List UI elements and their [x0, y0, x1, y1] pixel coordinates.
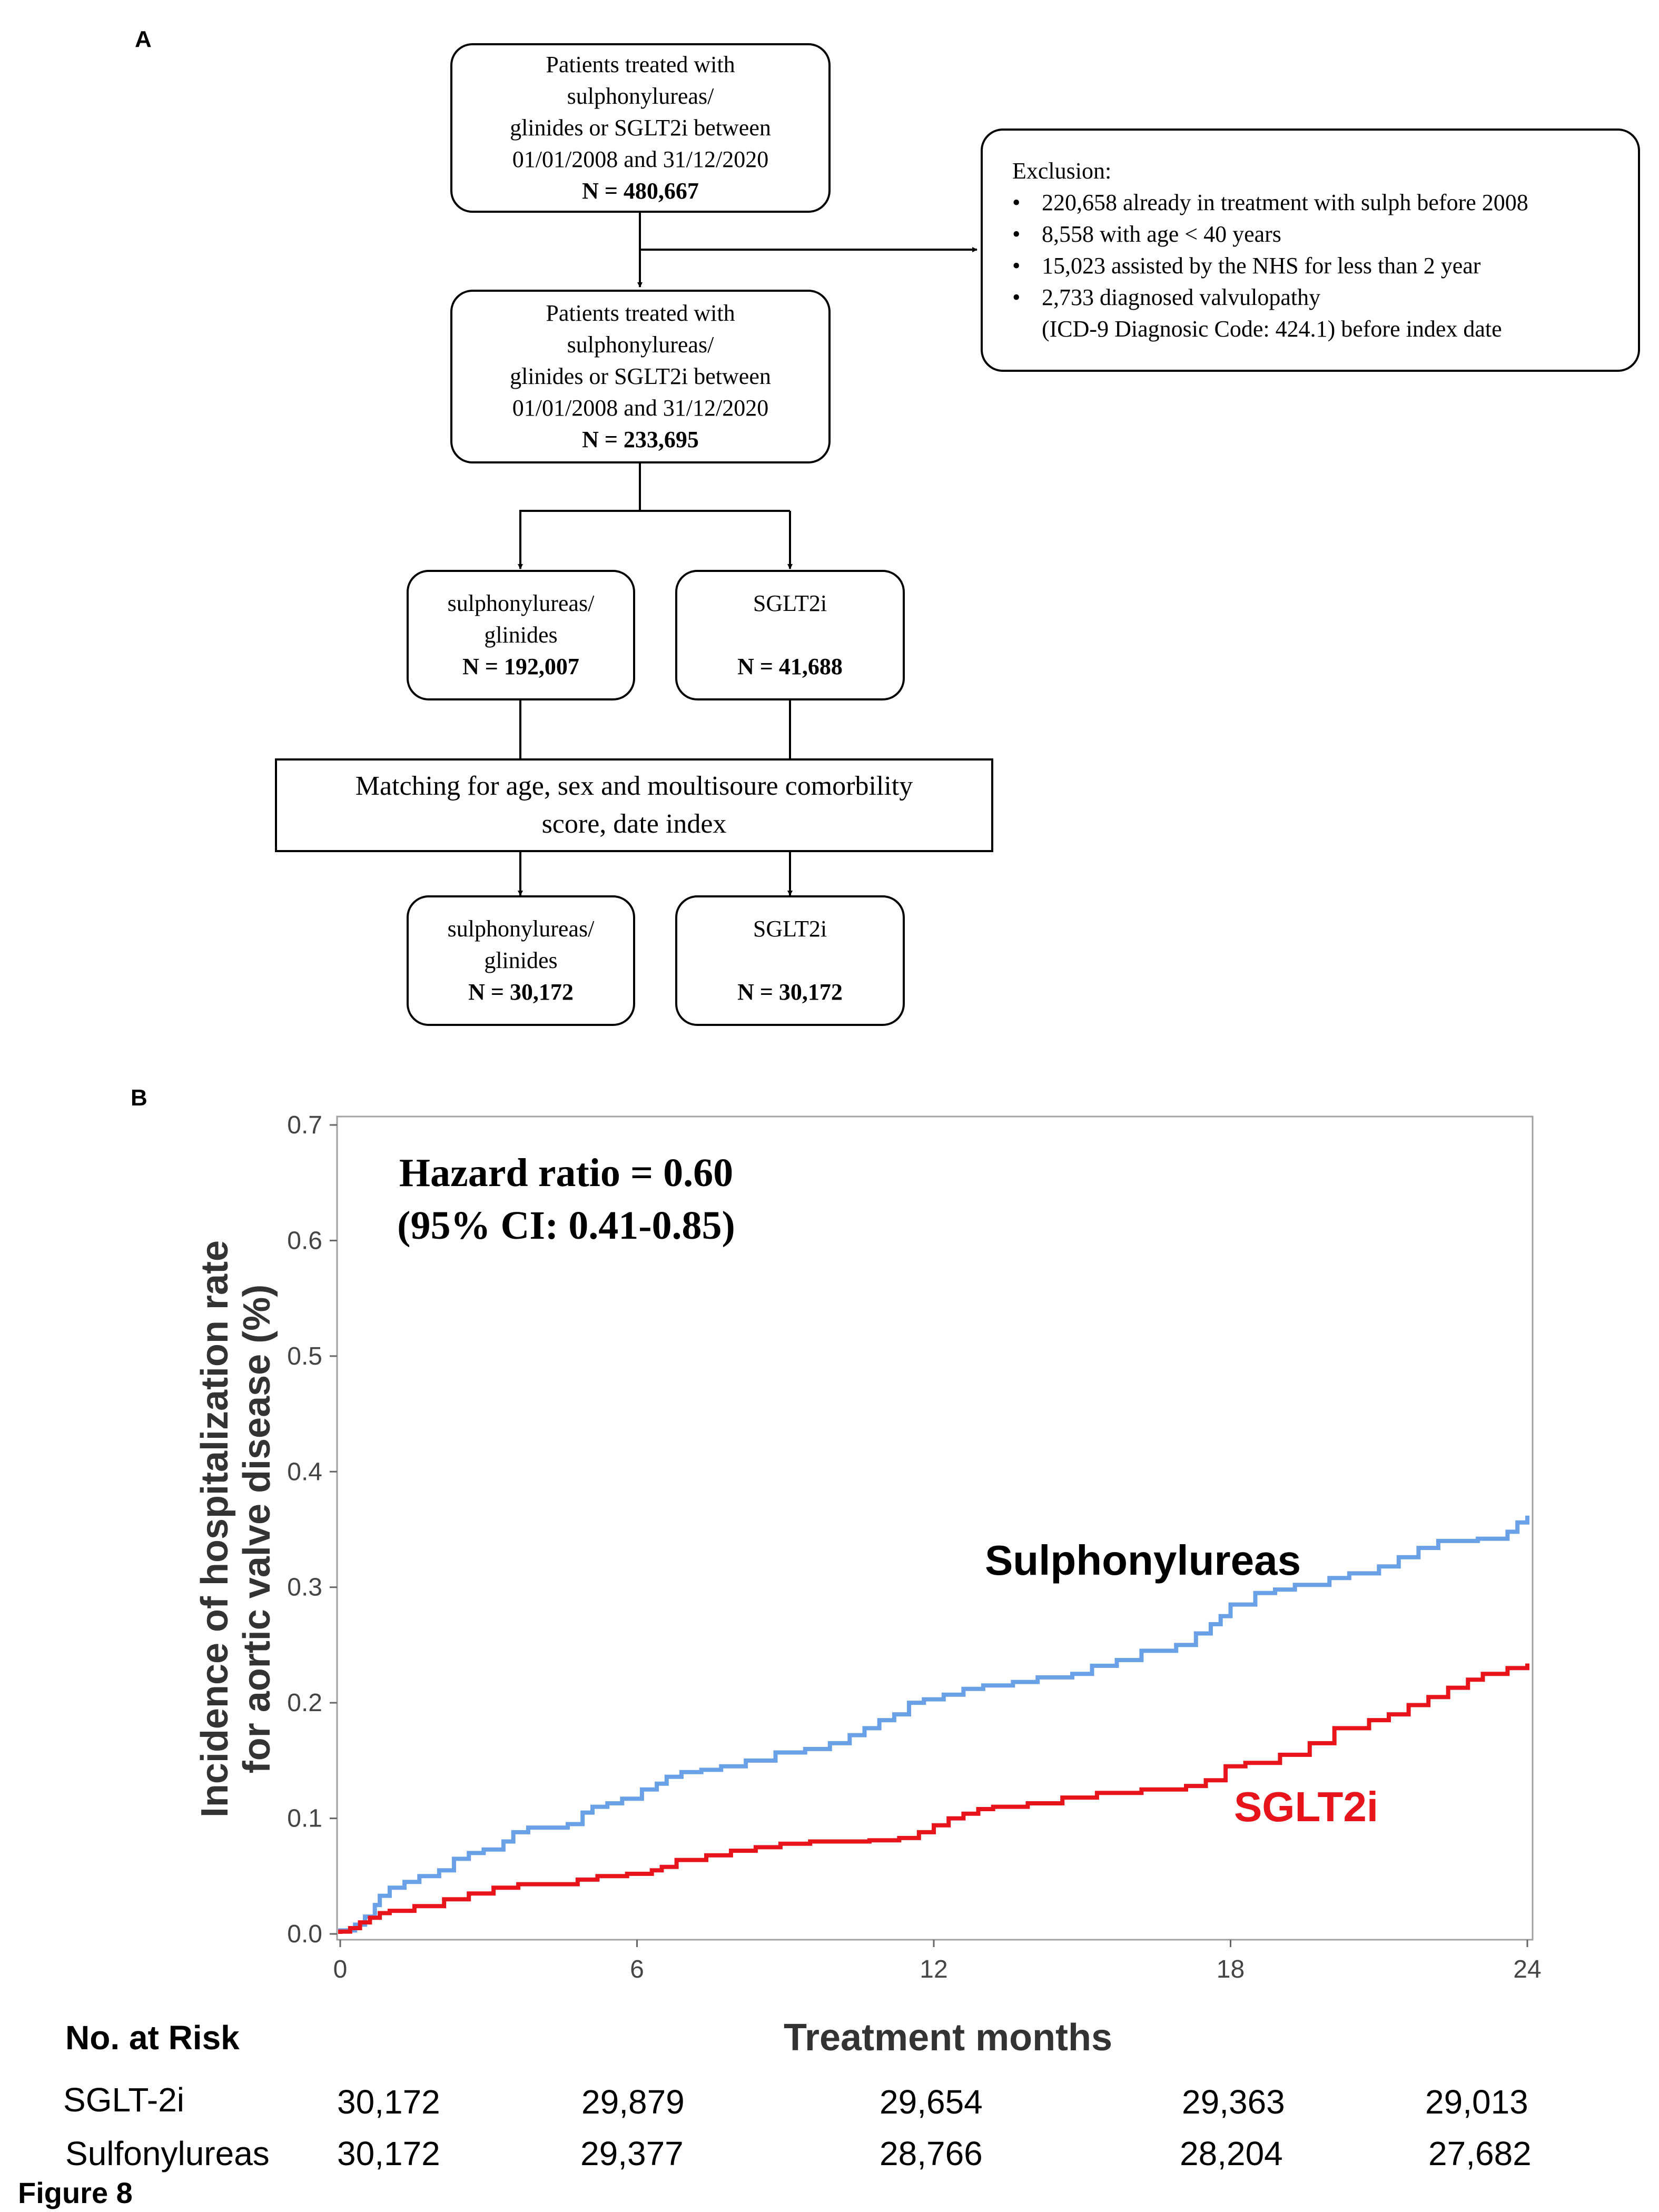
exclusion-item: 15,023 assisted by the NHS for less than…: [1012, 250, 1638, 282]
x-tick-label: 24: [1513, 1956, 1541, 1983]
matched-sulph-line-1: sulphonylureas/: [447, 916, 595, 942]
exclusion-item: 220,658 already in treatment with sulph …: [1012, 187, 1638, 219]
flowchart-connectors: [518, 212, 977, 896]
y-tick-label: 0.7: [287, 1111, 322, 1139]
series-line-sglt2i: [338, 1663, 1529, 1934]
series-label-sulphonylureas: Sulphonylureas: [985, 1537, 1301, 1584]
box-group-sglt2: SGLT2i N = 41,688: [675, 570, 905, 700]
group-sglt2-n: N = 41,688: [737, 654, 843, 679]
matching-line-2: score, date index: [541, 809, 727, 839]
box-initial-n: N = 480,667: [582, 178, 699, 204]
risk-value: 28,766: [880, 2135, 983, 2172]
series-label-sglt2i: SGLT2i: [1234, 1783, 1378, 1830]
y-tick-label: 0.3: [287, 1574, 322, 1602]
group-sulph-n: N = 192,007: [462, 654, 579, 679]
hazard-ratio-annotation: Hazard ratio = 0.60: [399, 1151, 733, 1195]
box-matched-sglt2: SGLT2i N = 30,172: [675, 895, 905, 1026]
risk-table-title: No. at Risk: [65, 2019, 240, 2057]
x-tick-label: 18: [1217, 1956, 1245, 1983]
box-eligible-n: N = 233,695: [582, 427, 699, 452]
y-axis-label-line-2: for aortic valve disease (%): [236, 1285, 278, 1773]
box-eligible-line-1: Patients treated with: [546, 300, 735, 326]
box-initial-cohort: Patients treated with sulphonylureas/ gl…: [450, 43, 831, 213]
y-tick-label: 0.1: [287, 1805, 322, 1833]
ci-annotation: (95% CI: 0.41-0.85): [397, 1203, 735, 1248]
box-group-sulph: sulphonylureas/ glinides N = 192,007: [407, 570, 635, 700]
box-matched-sulph: sulphonylureas/ glinides N = 30,172: [407, 895, 635, 1026]
exclusion-title: Exclusion:: [1012, 158, 1112, 184]
y-tick-label: 0.5: [287, 1342, 322, 1370]
box-eligible-cohort: Patients treated with sulphonylureas/ gl…: [450, 290, 831, 463]
box-initial-line-1: Patients treated with: [546, 52, 735, 77]
y-tick-label: 0.0: [287, 1920, 322, 1948]
exclusion-item: 8,558 with age < 40 years: [1012, 219, 1638, 250]
y-tick-label: 0.2: [287, 1689, 322, 1717]
box-initial-line-4: 01/01/2008 and 31/12/2020: [512, 146, 769, 172]
km-chart: 0.0 0.1 0.2 0.3 0.4 0.5 0.6 0.7 0 6 12 18 24 Incide…: [194, 1111, 1542, 2054]
box-eligible-line-3: glinides or SGLT2i between: [510, 363, 771, 389]
y-tick-label: 0.4: [287, 1458, 322, 1486]
risk-value: 29,013: [1425, 2083, 1528, 2121]
matched-sulph-line-2: glinides: [484, 947, 558, 973]
x-tick-label: 0: [333, 1956, 348, 1983]
box-eligible-line-4: 01/01/2008 and 31/12/2020: [512, 395, 769, 421]
risk-value: 30,172: [337, 2083, 440, 2121]
exclusion-continuation: (ICD-9 Diagnosic Code: 424.1) before ind…: [1042, 316, 1502, 342]
group-sulph-line-1: sulphonylureas/: [447, 590, 595, 616]
split-connector: [519, 462, 641, 568]
risk-row-label: Sulfonylureas: [65, 2135, 270, 2172]
x-tick-label: 12: [920, 1956, 947, 1983]
group-sglt2-line-1: SGLT2i: [753, 590, 827, 616]
risk-value: 29,377: [580, 2135, 684, 2172]
risk-value: 29,879: [581, 2083, 685, 2121]
panel-b-label: B: [131, 1085, 147, 1111]
x-axis-label: Treatment months: [784, 2017, 1112, 2054]
box-exclusion: Exclusion: 220,658 already in treatment …: [981, 129, 1640, 372]
panel-a-label: A: [135, 26, 152, 52]
box-matching: Matching for age, sex and moultisoure co…: [275, 758, 993, 852]
series-line-sulphonylureas: [338, 1515, 1529, 1934]
risk-value: 27,682: [1428, 2135, 1532, 2172]
matched-sglt2-spacer: [677, 945, 903, 976]
matching-line-1: Matching for age, sex and moultisoure co…: [355, 771, 913, 801]
y-axis-label-line-1: Incidence of hospitalization rate: [194, 1240, 236, 1818]
risk-row-label: SGLT-2i: [63, 2081, 184, 2119]
group-sulph-line-2: glinides: [484, 622, 558, 648]
x-tick-label: 6: [630, 1956, 644, 1983]
box-initial-line-2: sulphonylureas/: [567, 83, 714, 109]
risk-value: 28,204: [1180, 2135, 1283, 2172]
y-tick-label: 0.6: [287, 1227, 322, 1255]
risk-value: 29,654: [880, 2083, 983, 2121]
figure-label: Figure 8: [18, 2176, 133, 2209]
group-sglt2-spacer: [677, 619, 903, 651]
risk-value: 30,172: [337, 2135, 440, 2172]
exclusion-item: 2,733 diagnosed valvulopathy: [1012, 282, 1638, 313]
plot-frame: [336, 1115, 1534, 1941]
risk-value: 29,363: [1182, 2083, 1285, 2121]
box-eligible-line-2: sulphonylureas/: [567, 332, 714, 358]
matched-sglt2-line-1: SGLT2i: [753, 916, 827, 942]
box-initial-line-3: glinides or SGLT2i between: [510, 115, 771, 141]
matched-sulph-n: N = 30,172: [468, 979, 574, 1005]
matched-sglt2-n: N = 30,172: [737, 979, 843, 1005]
